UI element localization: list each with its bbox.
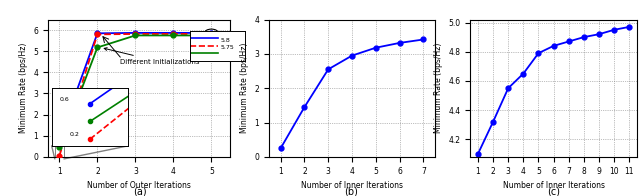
X-axis label: Number of Inner Iterations: Number of Inner Iterations — [502, 181, 605, 190]
Text: Different Initializations: Different Initializations — [104, 48, 200, 65]
Bar — [55, 132, 64, 159]
X-axis label: Number of Outer Iterations: Number of Outer Iterations — [87, 181, 191, 190]
Y-axis label: Minimum Rate (bps/Hz): Minimum Rate (bps/Hz) — [19, 43, 28, 133]
Y-axis label: Minimum Rate (bps/Hz): Minimum Rate (bps/Hz) — [239, 43, 249, 133]
X-axis label: Number of Inner Iterations: Number of Inner Iterations — [301, 181, 403, 190]
Y-axis label: Minimum Rate (bps/Hz): Minimum Rate (bps/Hz) — [434, 43, 443, 133]
Text: (a): (a) — [132, 186, 147, 196]
Text: (c): (c) — [547, 186, 560, 196]
Text: (b): (b) — [344, 186, 358, 196]
